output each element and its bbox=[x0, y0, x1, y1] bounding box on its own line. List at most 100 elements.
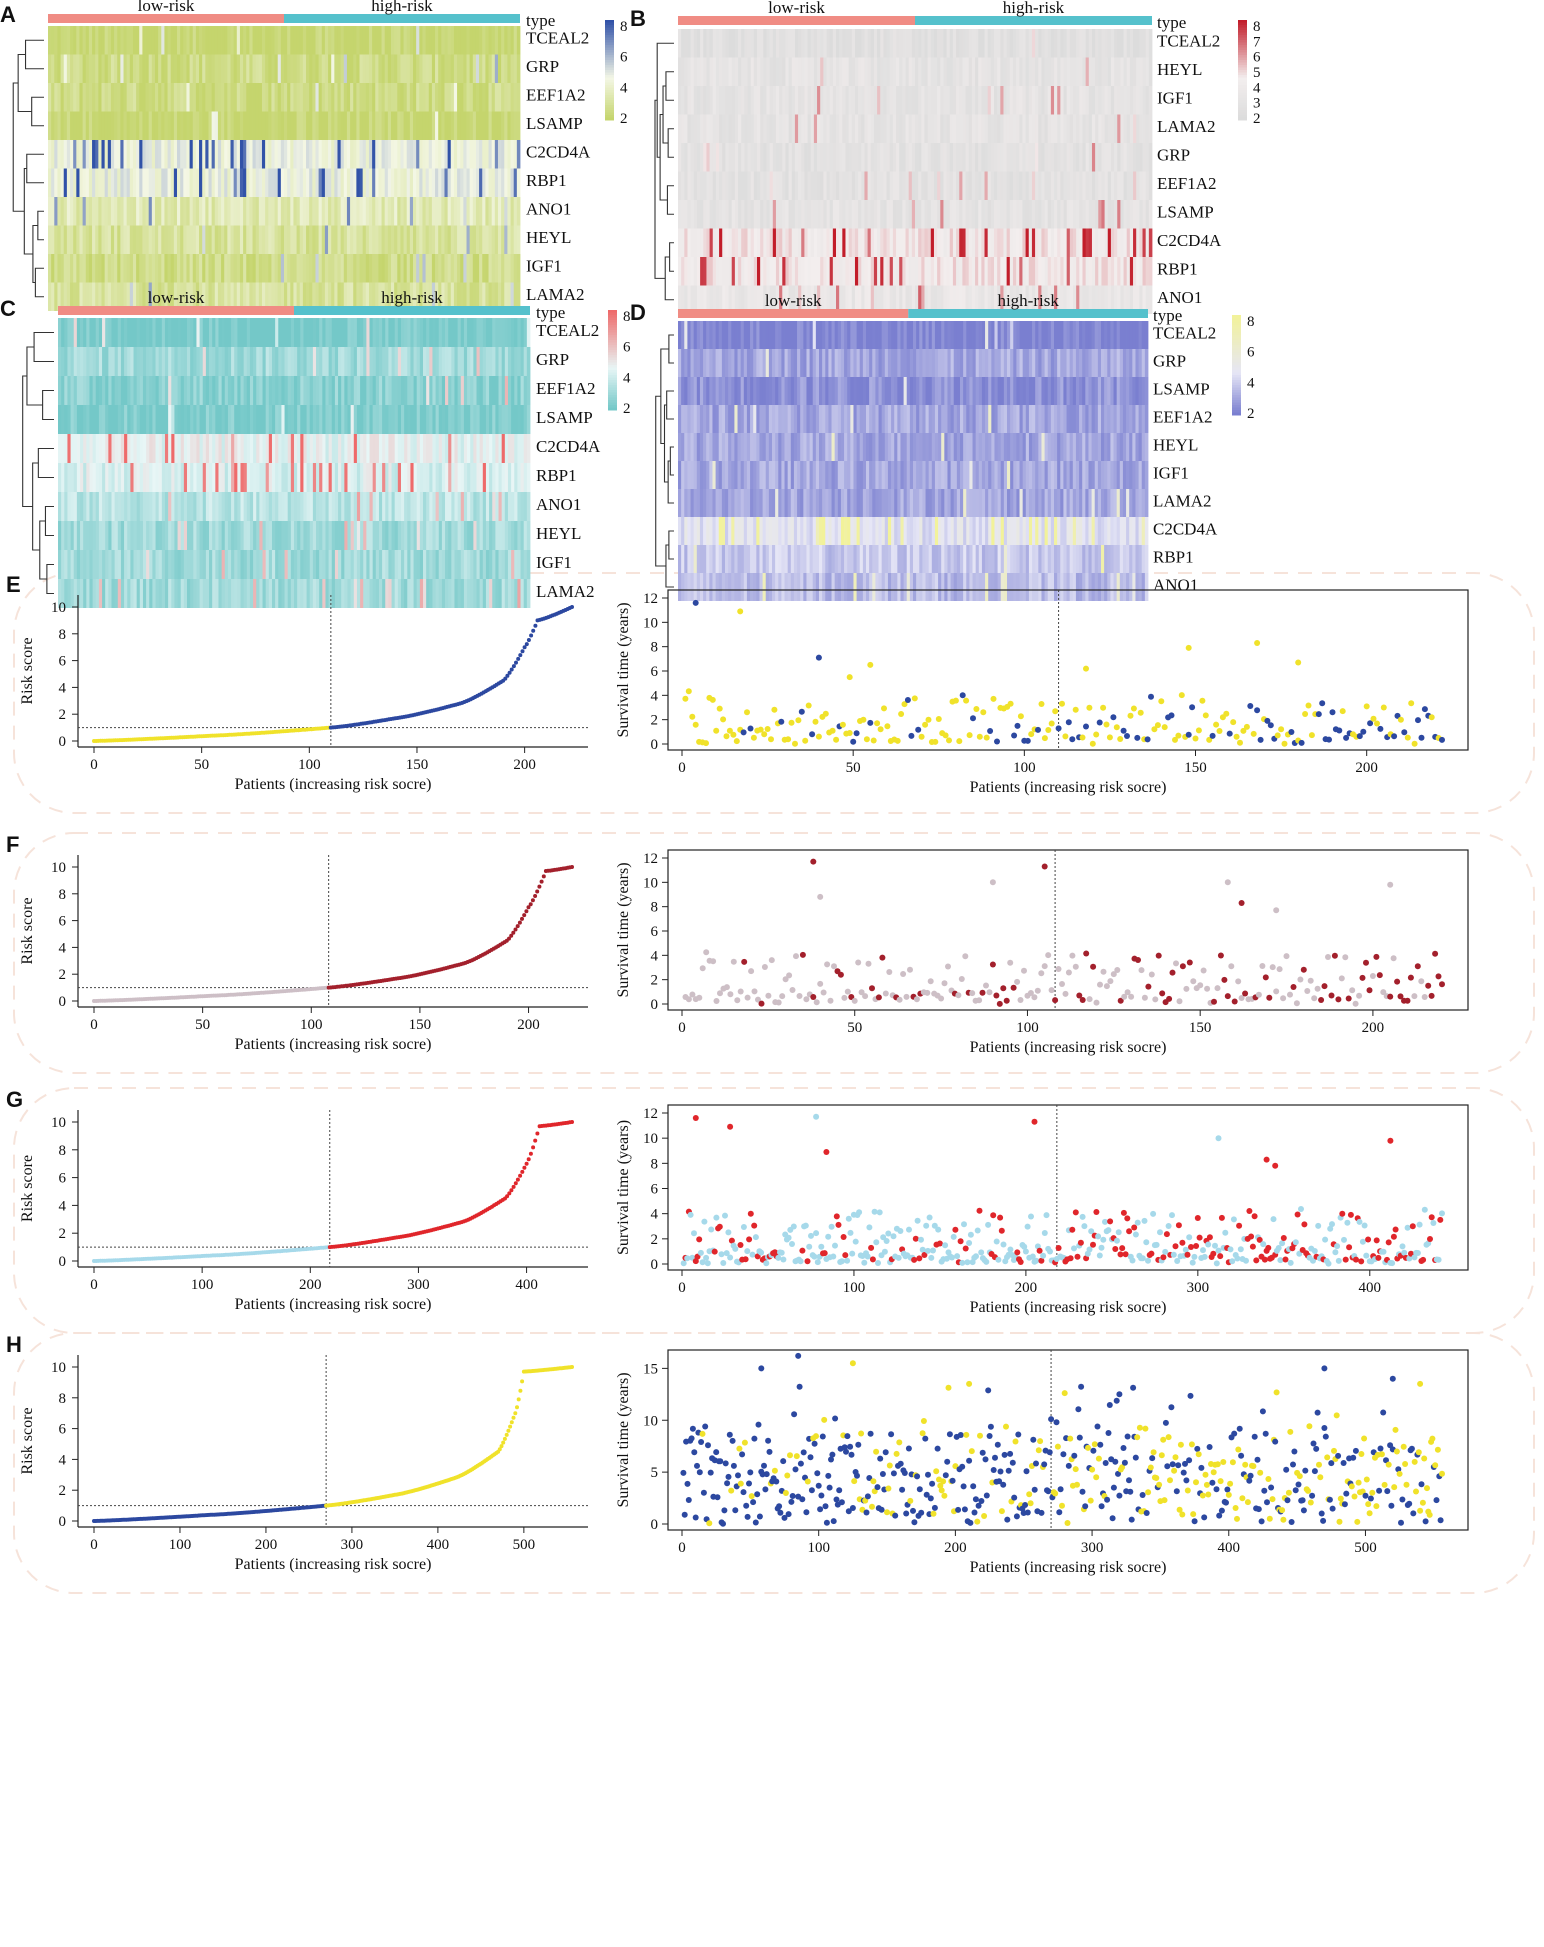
heatmap-cell bbox=[186, 112, 190, 141]
heatmap-cell bbox=[697, 115, 701, 144]
heatmap-cell bbox=[347, 83, 351, 112]
heatmap-cell bbox=[212, 83, 216, 112]
heatmap-cell bbox=[76, 254, 80, 283]
heatmap-cell bbox=[337, 226, 341, 255]
heatmap-cell bbox=[319, 376, 323, 405]
heatmap-cell bbox=[950, 58, 954, 87]
heatmap-cell bbox=[687, 257, 691, 286]
heatmap-cell bbox=[73, 140, 77, 169]
heatmap-cell bbox=[1143, 86, 1147, 115]
heatmap-cell bbox=[754, 86, 758, 115]
heatmap-cell bbox=[133, 226, 137, 255]
heatmap-cell bbox=[382, 434, 386, 463]
heatmap-cell bbox=[937, 115, 941, 144]
heatmap-cell bbox=[741, 229, 745, 258]
heatmap-cell bbox=[73, 226, 77, 255]
heatmap-cell bbox=[203, 347, 207, 376]
heatmap-cell bbox=[127, 492, 131, 521]
heatmap-cell bbox=[394, 169, 398, 198]
heatmap-cell bbox=[61, 197, 65, 226]
heatmap-cell bbox=[74, 492, 78, 521]
heatmap-cell bbox=[748, 58, 752, 87]
heatmap-cell bbox=[357, 434, 361, 463]
heatmap-cell bbox=[1149, 229, 1153, 258]
heatmap-cell bbox=[136, 26, 140, 55]
heatmap-cell bbox=[200, 434, 204, 463]
heatmap-cell bbox=[438, 197, 442, 226]
heatmap-cell bbox=[290, 254, 294, 283]
heatmap-cell bbox=[240, 55, 244, 84]
heatmap-cell bbox=[713, 29, 717, 58]
heatmap-cell bbox=[918, 143, 922, 172]
heatmap-cell bbox=[385, 112, 389, 141]
heatmap-cell bbox=[139, 55, 143, 84]
heatmap-cell bbox=[417, 521, 421, 550]
heatmap-cell bbox=[271, 140, 275, 169]
heatmap-cell bbox=[228, 492, 232, 521]
heatmap-cell bbox=[507, 226, 511, 255]
heatmap-cell bbox=[410, 140, 414, 169]
heatmap-row bbox=[58, 347, 530, 376]
heatmap-cell bbox=[979, 321, 983, 349]
heatmap-cell bbox=[1124, 115, 1128, 144]
heatmap-cell bbox=[448, 463, 452, 492]
heatmap-cell bbox=[429, 112, 433, 141]
heatmap-cell bbox=[134, 463, 138, 492]
heatmap-cell bbox=[134, 579, 138, 608]
heatmap-cell bbox=[48, 55, 52, 84]
heatmap-cell bbox=[156, 376, 160, 405]
heatmap-cell bbox=[811, 58, 815, 87]
heatmap-cell bbox=[921, 115, 925, 144]
heatmap-cell bbox=[155, 55, 159, 84]
gene-label: GRP bbox=[536, 350, 569, 369]
dendrogram-branch bbox=[26, 40, 44, 69]
heatmap-cell bbox=[212, 579, 216, 608]
heatmap-cell bbox=[1029, 115, 1033, 144]
heatmap-cell bbox=[155, 83, 159, 112]
heatmap-cell bbox=[142, 254, 146, 283]
heatmap-cell bbox=[501, 140, 505, 169]
heatmap-cell bbox=[483, 405, 487, 434]
heatmap-cell bbox=[735, 143, 739, 172]
heatmap-cell bbox=[394, 83, 398, 112]
heatmap-cell bbox=[991, 86, 995, 115]
heatmap-cell bbox=[96, 347, 100, 376]
heatmap-cell bbox=[337, 112, 341, 141]
heatmap-cell bbox=[215, 226, 219, 255]
legend-tick-label: 2 bbox=[623, 401, 631, 417]
heatmap-cell bbox=[133, 26, 137, 55]
heatmap-cell bbox=[751, 115, 755, 144]
heatmap-cell bbox=[297, 226, 301, 255]
heatmap-cell bbox=[67, 318, 71, 347]
heatmap-cell bbox=[205, 112, 209, 141]
heatmap-cell bbox=[212, 492, 216, 521]
heatmap-cell bbox=[1146, 58, 1150, 87]
heatmap-cell bbox=[309, 226, 313, 255]
heatmap-cell bbox=[278, 112, 282, 141]
heatmap-cell bbox=[504, 169, 508, 198]
heatmap-cell bbox=[73, 83, 77, 112]
heatmap-cell bbox=[470, 83, 474, 112]
heatmap-cell bbox=[966, 200, 970, 229]
heatmap-cell bbox=[776, 86, 780, 115]
heatmap-cell bbox=[934, 86, 938, 115]
heatmap-cell bbox=[1026, 257, 1030, 286]
heatmap-cell bbox=[855, 86, 859, 115]
heatmap-cell bbox=[482, 112, 486, 141]
heatmap-cell bbox=[703, 115, 707, 144]
heatmap-cell bbox=[963, 321, 967, 349]
heatmap-cell bbox=[51, 197, 55, 226]
heatmap-cell bbox=[514, 521, 518, 550]
heatmap-cell bbox=[877, 143, 881, 172]
heatmap-cell bbox=[366, 254, 370, 283]
heatmap-cell bbox=[397, 26, 401, 55]
heatmap-cell bbox=[331, 197, 335, 226]
heatmap-cell bbox=[156, 492, 160, 521]
heatmap-cell bbox=[738, 229, 742, 258]
heatmap-cell bbox=[269, 347, 273, 376]
heatmap-cell bbox=[278, 347, 282, 376]
heatmap-cell bbox=[731, 349, 735, 377]
heatmap-cell bbox=[174, 169, 178, 198]
heatmap-cell bbox=[735, 115, 739, 144]
heatmap-cell bbox=[98, 226, 102, 255]
